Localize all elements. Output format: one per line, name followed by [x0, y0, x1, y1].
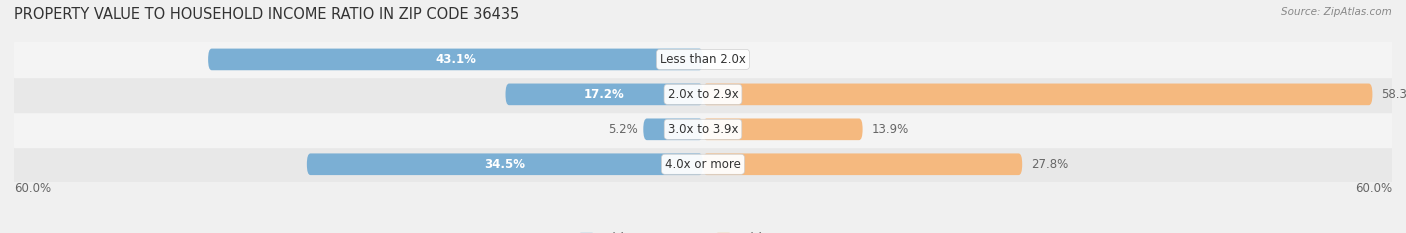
FancyBboxPatch shape: [208, 49, 703, 70]
Text: 34.5%: 34.5%: [485, 158, 526, 171]
Legend: Without Mortgage, With Mortgage: Without Mortgage, With Mortgage: [576, 228, 830, 233]
FancyBboxPatch shape: [644, 118, 703, 140]
Text: 13.9%: 13.9%: [872, 123, 910, 136]
FancyBboxPatch shape: [703, 118, 863, 140]
FancyBboxPatch shape: [703, 84, 1372, 105]
Text: Less than 2.0x: Less than 2.0x: [659, 53, 747, 66]
Text: 60.0%: 60.0%: [14, 182, 51, 195]
Bar: [14, 112, 1392, 147]
Text: 5.2%: 5.2%: [607, 123, 637, 136]
Bar: [14, 77, 1392, 112]
Text: 3.0x to 3.9x: 3.0x to 3.9x: [668, 123, 738, 136]
FancyBboxPatch shape: [703, 154, 1022, 175]
FancyBboxPatch shape: [506, 84, 703, 105]
Bar: [14, 147, 1392, 182]
Text: 27.8%: 27.8%: [1032, 158, 1069, 171]
Text: 4.0x or more: 4.0x or more: [665, 158, 741, 171]
FancyBboxPatch shape: [307, 154, 703, 175]
Bar: [14, 42, 1392, 77]
Text: 60.0%: 60.0%: [1355, 182, 1392, 195]
Text: 58.3%: 58.3%: [1382, 88, 1406, 101]
Text: 17.2%: 17.2%: [583, 88, 624, 101]
Text: PROPERTY VALUE TO HOUSEHOLD INCOME RATIO IN ZIP CODE 36435: PROPERTY VALUE TO HOUSEHOLD INCOME RATIO…: [14, 7, 519, 22]
Text: 43.1%: 43.1%: [434, 53, 477, 66]
Text: Source: ZipAtlas.com: Source: ZipAtlas.com: [1281, 7, 1392, 17]
Text: 2.0x to 2.9x: 2.0x to 2.9x: [668, 88, 738, 101]
